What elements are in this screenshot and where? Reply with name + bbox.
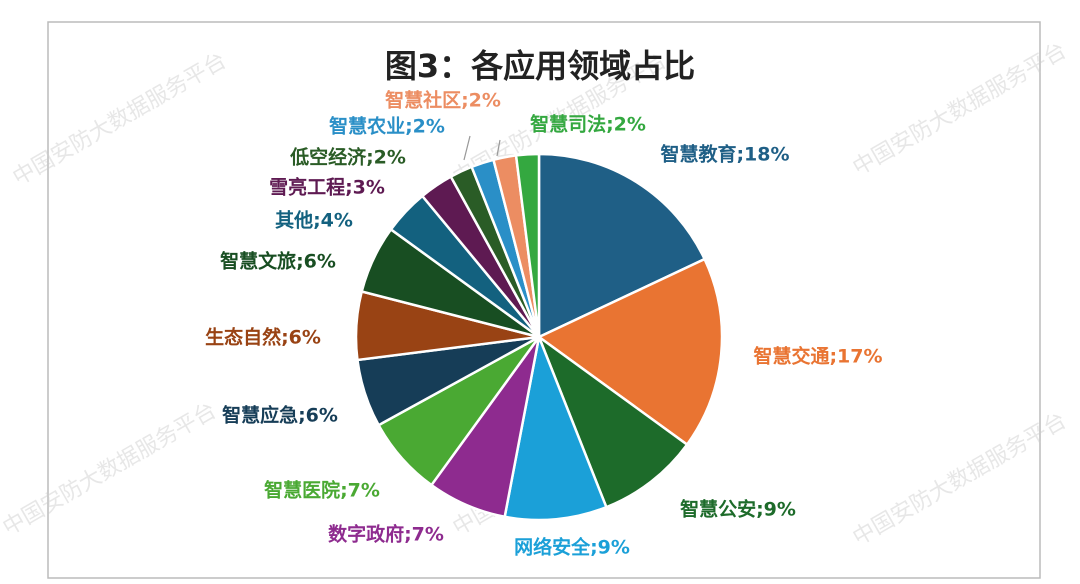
chart-title: 图3：各应用领域占比	[385, 47, 695, 85]
pie-slice	[536, 333, 689, 509]
data-label: 智慧公安;9%	[680, 498, 796, 521]
leader-line	[463, 135, 471, 161]
data-label: 智慧交通;17%	[753, 345, 882, 368]
pie-slice	[536, 257, 724, 447]
data-label: 智慧文旅;6%	[220, 250, 336, 273]
pie-slice	[537, 152, 707, 339]
data-label: 生态自然;6%	[205, 326, 321, 349]
pie-slice	[503, 332, 608, 522]
data-label: 智慧司法;2%	[530, 113, 646, 136]
data-label: 智慧教育;18%	[660, 143, 789, 166]
data-label: 网络安全;9%	[514, 536, 630, 559]
data-label: 智慧社区;2%	[385, 89, 501, 112]
data-label: 智慧应急;6%	[222, 404, 338, 427]
data-label: 雪亮工程;3%	[269, 176, 385, 199]
data-label: 低空经济;2%	[289, 146, 406, 169]
data-label: 数字政府;7%	[328, 523, 444, 546]
leader-line	[496, 139, 501, 157]
data-label: 其他;4%	[275, 209, 353, 232]
data-label: 智慧医院;7%	[264, 479, 380, 502]
pie-slice	[514, 152, 541, 338]
data-label: 智慧农业;2%	[329, 115, 445, 138]
